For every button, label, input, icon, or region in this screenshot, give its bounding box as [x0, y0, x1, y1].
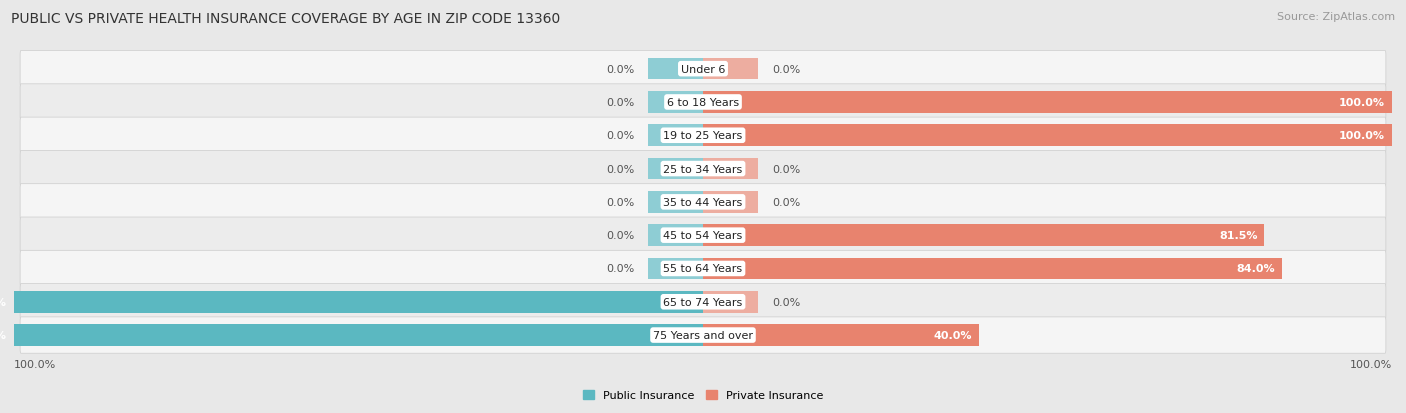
- Text: 0.0%: 0.0%: [772, 197, 800, 207]
- Bar: [14, 325, 703, 346]
- Text: 0.0%: 0.0%: [606, 131, 634, 141]
- FancyBboxPatch shape: [20, 118, 1386, 154]
- Text: 0.0%: 0.0%: [772, 297, 800, 307]
- Text: 0.0%: 0.0%: [606, 197, 634, 207]
- Bar: [648, 158, 703, 180]
- Text: 35 to 44 Years: 35 to 44 Years: [664, 197, 742, 207]
- FancyBboxPatch shape: [20, 184, 1386, 221]
- Text: 84.0%: 84.0%: [1236, 264, 1275, 274]
- Text: 45 to 54 Years: 45 to 54 Years: [664, 230, 742, 241]
- Bar: [648, 192, 703, 213]
- Bar: [648, 59, 703, 80]
- FancyBboxPatch shape: [20, 251, 1386, 287]
- Bar: [703, 59, 758, 80]
- Text: 75 Years and over: 75 Years and over: [652, 330, 754, 340]
- Bar: [703, 291, 758, 313]
- Text: 0.0%: 0.0%: [606, 98, 634, 108]
- FancyBboxPatch shape: [20, 218, 1386, 254]
- Text: 100.0%: 100.0%: [1339, 131, 1385, 141]
- Text: 0.0%: 0.0%: [772, 164, 800, 174]
- FancyBboxPatch shape: [20, 51, 1386, 88]
- Text: 6 to 18 Years: 6 to 18 Years: [666, 98, 740, 108]
- Bar: [648, 258, 703, 280]
- Text: 0.0%: 0.0%: [606, 64, 634, 74]
- Bar: [703, 125, 1392, 147]
- Text: 0.0%: 0.0%: [606, 230, 634, 241]
- Text: Source: ZipAtlas.com: Source: ZipAtlas.com: [1277, 12, 1395, 22]
- Text: PUBLIC VS PRIVATE HEALTH INSURANCE COVERAGE BY AGE IN ZIP CODE 13360: PUBLIC VS PRIVATE HEALTH INSURANCE COVER…: [11, 12, 561, 26]
- Text: 0.0%: 0.0%: [772, 64, 800, 74]
- Text: 0.0%: 0.0%: [606, 164, 634, 174]
- Text: 81.5%: 81.5%: [1219, 230, 1257, 241]
- Text: 19 to 25 Years: 19 to 25 Years: [664, 131, 742, 141]
- Text: 100.0%: 100.0%: [1350, 359, 1392, 369]
- Text: 55 to 64 Years: 55 to 64 Years: [664, 264, 742, 274]
- Text: 100.0%: 100.0%: [0, 330, 7, 340]
- Bar: [703, 325, 979, 346]
- Bar: [648, 225, 703, 247]
- Bar: [703, 158, 758, 180]
- Bar: [703, 92, 1392, 114]
- Bar: [703, 192, 758, 213]
- Bar: [703, 258, 1282, 280]
- Legend: Public Insurance, Private Insurance: Public Insurance, Private Insurance: [579, 386, 827, 405]
- Text: 65 to 74 Years: 65 to 74 Years: [664, 297, 742, 307]
- Text: 40.0%: 40.0%: [934, 330, 972, 340]
- Text: 25 to 34 Years: 25 to 34 Years: [664, 164, 742, 174]
- Text: Under 6: Under 6: [681, 64, 725, 74]
- Bar: [703, 225, 1264, 247]
- Bar: [648, 92, 703, 114]
- Text: 100.0%: 100.0%: [0, 297, 7, 307]
- FancyBboxPatch shape: [20, 151, 1386, 187]
- FancyBboxPatch shape: [20, 317, 1386, 354]
- Text: 100.0%: 100.0%: [1339, 98, 1385, 108]
- Bar: [14, 291, 703, 313]
- Bar: [648, 125, 703, 147]
- Text: 0.0%: 0.0%: [606, 264, 634, 274]
- FancyBboxPatch shape: [20, 85, 1386, 121]
- Text: 100.0%: 100.0%: [14, 359, 56, 369]
- FancyBboxPatch shape: [20, 284, 1386, 320]
